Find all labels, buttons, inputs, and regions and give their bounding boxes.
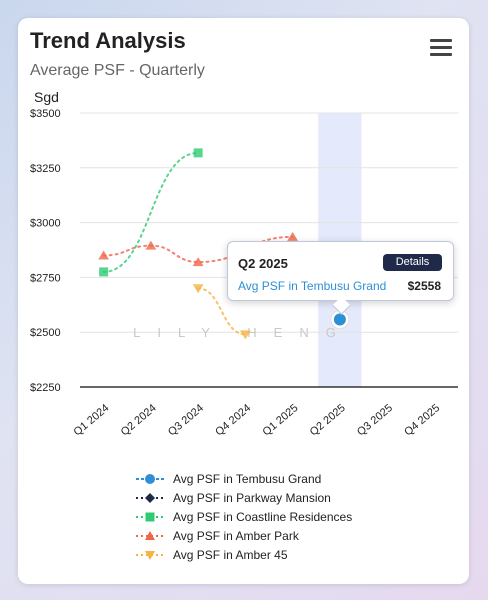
- data-point: [239, 330, 251, 340]
- series-line-4: [197, 287, 247, 336]
- y-axis-label: Sgd: [34, 89, 59, 105]
- chart-tooltip: Q2 2025 Details Avg PSF in Tembusu Grand…: [227, 241, 454, 315]
- legend-symbol: [145, 512, 155, 521]
- tooltip-value: $2558: [407, 279, 441, 293]
- watermark: LILY HENG: [133, 325, 353, 340]
- y-tick-label: $2250: [30, 382, 61, 394]
- legend-marker: [136, 492, 164, 503]
- x-tick-label: Q1 2025: [261, 402, 301, 438]
- tooltip-series-name: Avg PSF in Tembusu Grand: [238, 279, 387, 293]
- card-title: Trend Analysis: [30, 28, 186, 53]
- series-line-2: [102, 151, 200, 273]
- legend-item[interactable]: Avg PSF in Amber Park: [135, 526, 352, 545]
- legend-symbol: [145, 473, 155, 484]
- details-button[interactable]: Details: [383, 254, 442, 271]
- legend-label: Avg PSF in Parkway Mansion: [173, 490, 331, 505]
- data-point: [99, 267, 109, 277]
- card-subtitle: Average PSF - Quarterly: [30, 62, 205, 79]
- data-point: [193, 148, 203, 158]
- trend-chart: Sgd $2250 $2500 $2750 $3000 $3250 $3500 Q1 2024…: [30, 89, 458, 438]
- hamburger-menu-icon[interactable]: [430, 39, 452, 57]
- data-point: [333, 313, 346, 326]
- trend-analysis-card: Trend Analysis Average PSF - Quarterly S…: [18, 18, 469, 584]
- y-tick-label: $2750: [30, 272, 61, 284]
- data-point: [192, 284, 204, 294]
- legend-label: Avg PSF in Amber 45: [173, 547, 288, 562]
- legend-marker: [136, 530, 164, 540]
- legend-item[interactable]: Avg PSF in Amber 45: [135, 545, 352, 564]
- legend-symbol: [145, 530, 155, 540]
- x-tick-label: Q2 2025: [308, 402, 348, 438]
- x-tick-label: Q1 2024: [72, 402, 112, 438]
- chart-legend: Avg PSF in Tembusu Grand Avg PSF in Parkw…: [135, 469, 352, 564]
- x-tick-label: Q3 2025: [355, 402, 395, 438]
- legend-symbol: [145, 492, 155, 503]
- y-tick-label: $3500: [30, 108, 61, 120]
- legend-marker: [136, 550, 164, 560]
- x-tick-label: Q4 2025: [402, 402, 442, 438]
- data-point: [145, 240, 157, 250]
- x-tick-label: Q4 2024: [213, 402, 253, 438]
- y-tick-label: $2500: [30, 327, 61, 339]
- y-tick-label: $3000: [30, 218, 61, 230]
- legend-label: Avg PSF in Coastline Residences: [173, 509, 353, 524]
- legend-item[interactable]: Avg PSF in Parkway Mansion: [135, 488, 352, 507]
- legend-marker: [136, 512, 164, 521]
- data-point: [192, 257, 204, 267]
- legend-label: Avg PSF in Amber Park: [173, 528, 299, 543]
- data-point: [98, 250, 110, 260]
- data-point: [287, 231, 299, 241]
- legend-item[interactable]: Avg PSF in Coastline Residences: [135, 507, 352, 526]
- legend-item[interactable]: Avg PSF in Tembusu Grand: [135, 469, 352, 488]
- legend-symbol: [145, 550, 155, 560]
- x-tick-label: Q2 2024: [119, 402, 159, 438]
- y-tick-label: $3250: [30, 163, 61, 175]
- x-tick-label: Q3 2024: [166, 402, 206, 438]
- legend-label: Avg PSF in Tembusu Grand: [173, 471, 322, 486]
- legend-marker: [136, 473, 164, 484]
- tooltip-title: Q2 2025: [238, 256, 288, 271]
